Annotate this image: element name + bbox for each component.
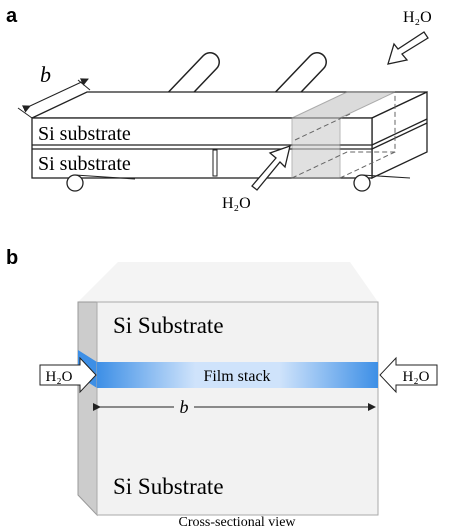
water-label: H₂O	[403, 9, 432, 26]
panel-label: a	[6, 5, 18, 27]
caption: Cross-sectional view	[178, 515, 296, 530]
width-label: b	[180, 397, 189, 417]
layer-label: Si Substrate	[113, 313, 224, 338]
water-label: H₂O	[403, 369, 430, 385]
diagram: a b Si substrate Si subst	[0, 0, 455, 530]
layer-label: Si substrate	[38, 153, 131, 175]
layer-label: Si substrate	[38, 123, 131, 145]
panel-label: b	[6, 247, 18, 269]
layer-label: Si Substrate	[113, 474, 224, 499]
film-label: Film stack	[203, 368, 270, 385]
water-label: H₂O	[46, 369, 73, 385]
cross-section	[40, 262, 437, 515]
water-label: H₂O	[222, 195, 251, 212]
dimension-label: b	[40, 62, 51, 87]
